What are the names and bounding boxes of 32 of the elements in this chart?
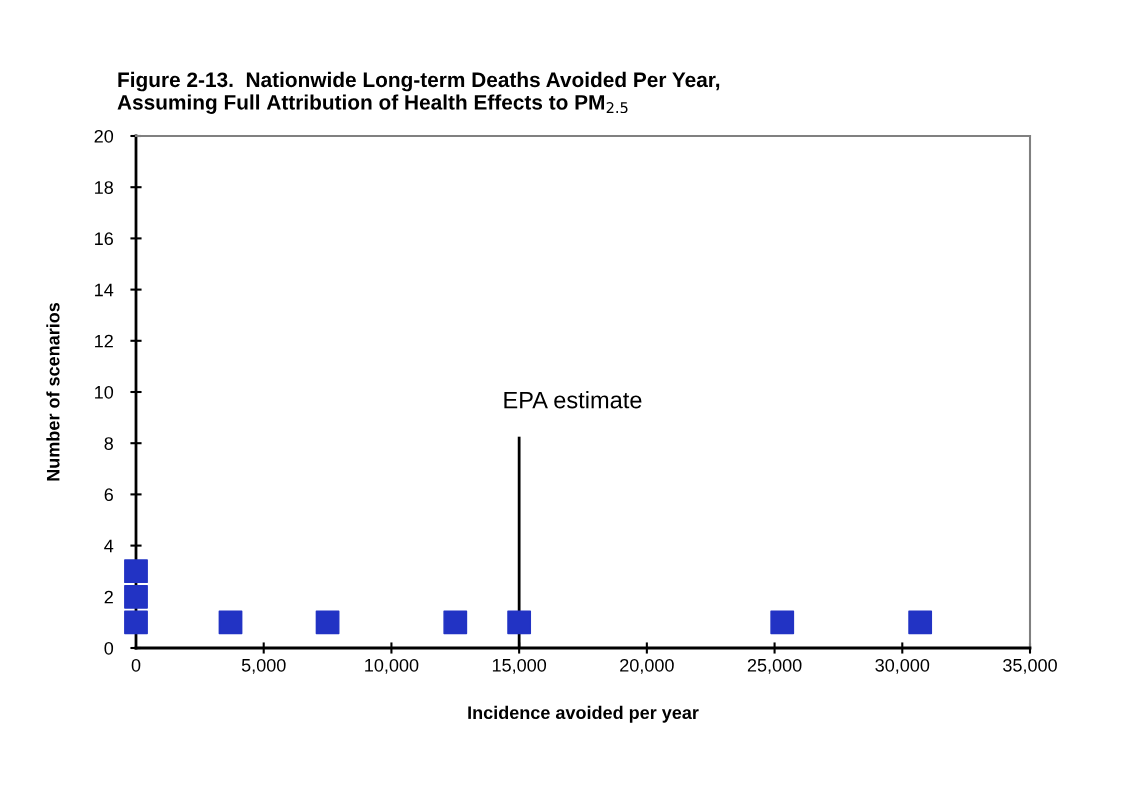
- y-tick-label: 0: [104, 641, 114, 655]
- x-tick-label: 15,000: [492, 658, 547, 674]
- chart-title: Figure 2-13. Nationwide Long-term Deaths Avoided Per Year, Assuming Full Attribution of Health Effects to PM$_{2.5}$: [117, 71, 720, 114]
- point: [507, 610, 532, 635]
- y-tick-label: 20: [94, 129, 114, 143]
- point: [770, 610, 795, 635]
- y-tick-label: 10: [95, 385, 114, 399]
- x-tick-label: 0: [131, 658, 141, 672]
- y-tick-label: 8: [104, 437, 113, 450]
- y-axis-title: Number of scenarios: [46, 302, 60, 481]
- x-tick-label: 10,000: [365, 658, 419, 674]
- point: [443, 610, 468, 635]
- point: [124, 610, 148, 635]
- x-axis-title: Incidence avoided per year: [468, 705, 699, 723]
- x-tick-label: 5,000: [241, 658, 286, 674]
- point: [124, 559, 148, 584]
- x-tick-label: 35,000: [1003, 658, 1057, 674]
- x-tick-label: 20,000: [620, 658, 674, 674]
- y-tick-label: 16: [95, 232, 113, 246]
- y-tick-label: 6: [104, 488, 113, 502]
- point: [218, 610, 243, 635]
- x-tick-label: 30,000: [875, 658, 930, 674]
- y-tick-label: 12: [95, 334, 113, 348]
- y-tick-label: 14: [95, 283, 114, 297]
- point: [124, 584, 148, 609]
- annotation: EPA estimate: [504, 391, 642, 409]
- point: [315, 610, 340, 635]
- y-tick-label: 2: [104, 590, 113, 604]
- y-tick-label: 4: [104, 539, 114, 553]
- point: [908, 610, 933, 635]
- y-tick-label: 18: [95, 181, 113, 194]
- x-tick-label: 25,000: [747, 658, 802, 674]
